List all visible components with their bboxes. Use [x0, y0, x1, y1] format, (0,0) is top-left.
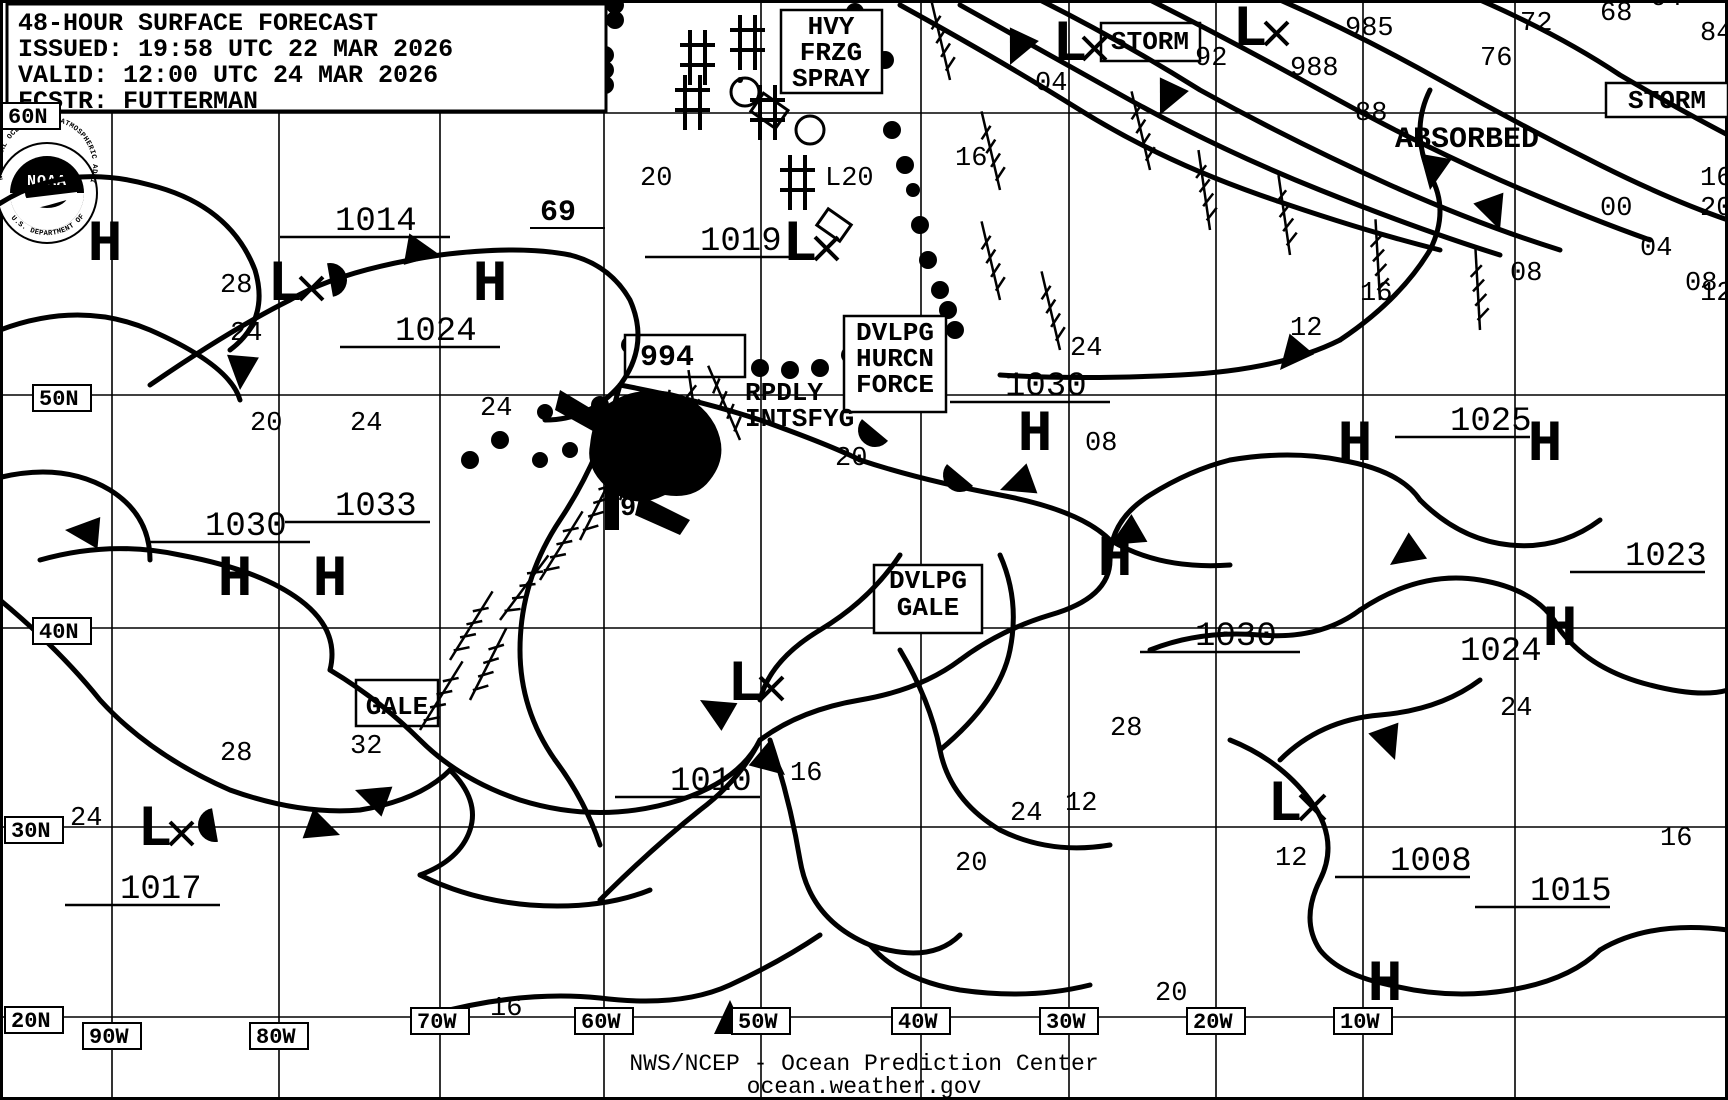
- svg-text:H: H: [313, 548, 348, 613]
- svg-text:GALE: GALE: [897, 593, 959, 623]
- svg-text:VALID: 12:00 UTC 24 MAR 2026: VALID: 12:00 UTC 24 MAR 2026: [18, 61, 438, 90]
- svg-text:08: 08: [1085, 429, 1117, 459]
- svg-text:1015: 1015: [1530, 873, 1612, 911]
- svg-text:20: 20: [955, 849, 987, 879]
- svg-text:ISSUED: 19:58 UTC 22 MAR 2026: ISSUED: 19:58 UTC 22 MAR 2026: [18, 35, 453, 64]
- svg-text:1033: 1033: [335, 488, 417, 526]
- svg-text:L: L: [268, 253, 303, 318]
- svg-text:50N: 50N: [39, 387, 79, 412]
- svg-text:16: 16: [1700, 164, 1728, 194]
- svg-text:69: 69: [540, 196, 576, 230]
- svg-text:20: 20: [835, 444, 867, 474]
- svg-text:40W: 40W: [898, 1010, 938, 1035]
- svg-text:FORCE: FORCE: [856, 370, 934, 400]
- svg-text:16: 16: [790, 759, 822, 789]
- svg-text:H: H: [1338, 413, 1373, 478]
- svg-text:16: 16: [490, 994, 522, 1024]
- svg-text:L: L: [1268, 773, 1303, 838]
- svg-text:1024: 1024: [395, 313, 477, 351]
- svg-text:24: 24: [480, 394, 512, 424]
- svg-text:30W: 30W: [1046, 1010, 1086, 1035]
- svg-text:L: L: [783, 213, 818, 278]
- svg-text:20: 20: [1155, 979, 1187, 1009]
- svg-text:ocean.weather.gov: ocean.weather.gov: [747, 1074, 982, 1100]
- svg-text:76: 76: [1480, 44, 1512, 74]
- svg-text:1010: 1010: [670, 763, 752, 801]
- svg-text:64: 64: [1650, 0, 1682, 14]
- svg-text:20: 20: [640, 164, 672, 194]
- svg-text:1030: 1030: [1195, 618, 1277, 656]
- svg-text:60N: 60N: [8, 105, 48, 130]
- svg-text:90W: 90W: [89, 1025, 129, 1050]
- svg-text:50W: 50W: [738, 1010, 778, 1035]
- svg-text:24: 24: [1500, 694, 1532, 724]
- svg-text:28: 28: [220, 271, 252, 301]
- svg-text:48-HOUR SURFACE FORECAST: 48-HOUR SURFACE FORECAST: [18, 9, 378, 38]
- svg-text:24: 24: [1010, 799, 1042, 829]
- svg-text:24: 24: [1070, 334, 1102, 364]
- svg-text:L20: L20: [825, 164, 874, 194]
- svg-text:H: H: [1018, 403, 1053, 468]
- svg-text:988: 988: [1290, 54, 1339, 84]
- svg-text:24: 24: [70, 804, 102, 834]
- svg-text:L: L: [1053, 13, 1088, 78]
- svg-text:1030: 1030: [1005, 368, 1087, 406]
- svg-text:68: 68: [1600, 0, 1632, 29]
- svg-text:985: 985: [1345, 14, 1394, 44]
- svg-text:08: 08: [1510, 259, 1542, 289]
- svg-text:H: H: [1528, 413, 1563, 478]
- svg-text:20W: 20W: [1193, 1010, 1233, 1035]
- svg-text:1025: 1025: [1450, 403, 1532, 441]
- svg-text:1024: 1024: [1460, 633, 1542, 671]
- svg-text:H: H: [1543, 598, 1578, 663]
- svg-text:00: 00: [1600, 194, 1632, 224]
- svg-text:16: 16: [955, 144, 987, 174]
- svg-text:1008: 1008: [1390, 843, 1472, 881]
- svg-text:24: 24: [350, 409, 382, 439]
- svg-text:28: 28: [220, 739, 252, 769]
- svg-text:24: 24: [230, 319, 262, 349]
- svg-text:1017: 1017: [120, 871, 202, 909]
- svg-text:32: 32: [350, 732, 382, 762]
- svg-text:L: L: [138, 798, 173, 863]
- svg-text:28: 28: [1110, 714, 1142, 744]
- svg-text:1023: 1023: [1625, 538, 1707, 576]
- svg-text:70W: 70W: [417, 1010, 457, 1035]
- svg-text:1019: 1019: [700, 223, 782, 261]
- svg-text:L: L: [1233, 0, 1268, 63]
- svg-text:92: 92: [1195, 44, 1227, 74]
- svg-text:L: L: [728, 653, 763, 718]
- svg-text:80W: 80W: [256, 1025, 296, 1050]
- svg-text:16: 16: [1660, 824, 1692, 854]
- svg-text:10W: 10W: [1340, 1010, 1380, 1035]
- svg-text:96: 96: [620, 494, 652, 524]
- svg-text:H: H: [1098, 528, 1133, 593]
- svg-text:20: 20: [1700, 194, 1728, 224]
- svg-text:DVLPG: DVLPG: [889, 566, 967, 596]
- svg-text:04: 04: [1640, 234, 1672, 264]
- svg-text:20N: 20N: [11, 1009, 51, 1034]
- svg-text:H: H: [218, 548, 253, 613]
- svg-text:16: 16: [1360, 279, 1392, 309]
- svg-text:H: H: [473, 253, 508, 318]
- svg-text:994: 994: [640, 341, 694, 375]
- svg-text:12: 12: [1275, 844, 1307, 874]
- svg-text:20: 20: [250, 409, 282, 439]
- svg-text:84: 84: [1700, 19, 1728, 49]
- svg-text:60W: 60W: [581, 1010, 621, 1035]
- svg-text:1030: 1030: [205, 508, 287, 546]
- svg-text:40N: 40N: [39, 620, 79, 645]
- svg-text:72: 72: [1520, 9, 1552, 39]
- svg-text:SPRAY: SPRAY: [792, 64, 870, 94]
- svg-text:12: 12: [1065, 789, 1097, 819]
- svg-text:30N: 30N: [11, 819, 51, 844]
- svg-text:H: H: [88, 213, 123, 278]
- svg-text:88: 88: [1355, 99, 1387, 129]
- svg-text:1014: 1014: [335, 203, 417, 241]
- svg-text:08: 08: [1685, 269, 1717, 299]
